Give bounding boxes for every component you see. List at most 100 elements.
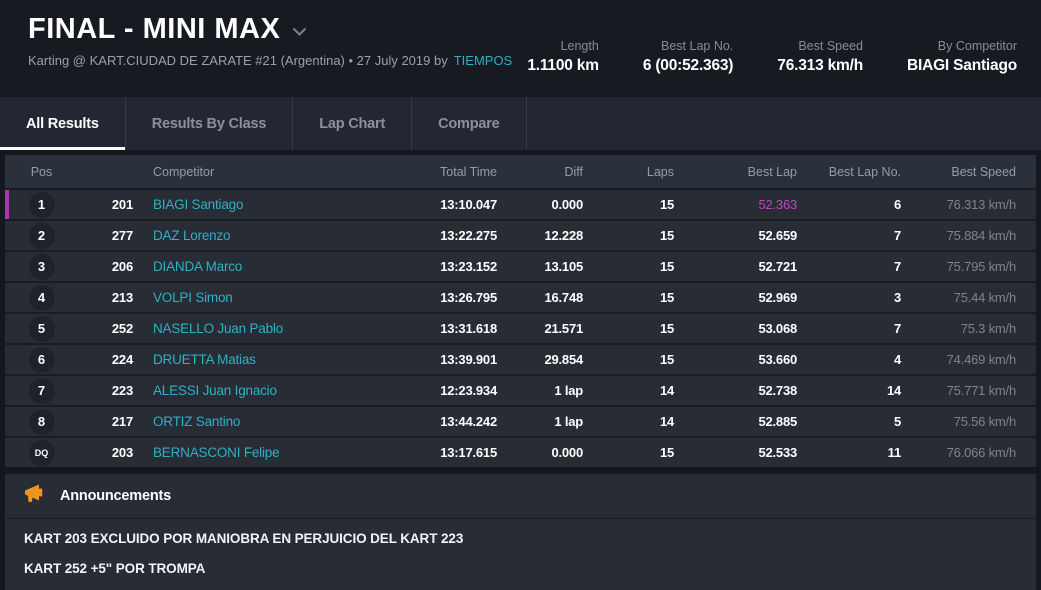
event-info: Karting @ KART.CIUDAD DE ZARATE #21 (Arg… [28,53,448,68]
kart-number: 203 [111,445,133,460]
stat-value: 6 (00:52.363) [642,56,734,74]
table-row[interactable]: 8 217 ORTIZ Santino 13:44.242 1 lap 14 5… [5,405,1036,436]
best-lap-cell: 53.660 [758,352,797,367]
best-speed-cell: 75.771 km/h [946,383,1017,398]
table-row[interactable]: 5 252 NASELLO Juan Pablo 13:31.618 21.57… [5,312,1036,343]
position-badge: 5 [28,315,55,342]
stat-label: By Competitor [937,38,1017,53]
competitor-link[interactable]: ALESSI Juan Ignacio [153,383,277,398]
best-lap-cell: 52.969 [758,290,797,305]
tab-results-by-class[interactable]: Results By Class [126,97,294,150]
competitor-link[interactable]: BIAGI Santiago [153,197,244,212]
diff-cell: 13.105 [544,259,583,274]
col-header-best-lap: Best Lap [747,164,797,179]
diff-cell: 1 lap [554,414,583,429]
best-speed-cell: 75.56 km/h [953,414,1017,429]
total-time-cell: 13:22.275 [440,228,497,243]
col-header-diff: Diff [564,164,583,179]
table-row[interactable]: 1 201 BIAGI Santiago 13:10.047 0.000 15 … [5,188,1036,219]
session-stats: Length 1.1100 km Best Lap No. 6 (00:52.3… [527,16,1017,97]
best-lap-cell: 52.533 [758,445,797,460]
stat-label: Length [560,38,599,53]
diff-cell: 21.571 [544,321,583,336]
kart-number: 201 [111,197,133,212]
diff-cell: 16.748 [544,290,583,305]
total-time-cell: 13:44.242 [440,414,497,429]
best-lap-no-cell: 7 [893,259,901,274]
stat-label: Best Lap No. [661,38,734,53]
competitor-link[interactable]: ORTIZ Santino [153,414,241,429]
timekeeper-link[interactable]: TIEMPOS [453,53,513,68]
table-row[interactable]: 6 224 DRUETTA Matias 13:39.901 29.854 15… [5,343,1036,374]
best-lap-cell: 52.885 [758,414,797,429]
results-tabbar: All Results Results By Class Lap Chart C… [0,97,1041,150]
position-badge: 8 [28,408,55,435]
stat-value: 1.1100 km [527,56,599,74]
best-speed-cell: 76.066 km/h [946,445,1017,460]
laps-cell: 14 [659,414,674,429]
tab-all-results[interactable]: All Results [0,97,126,150]
chevron-down-icon[interactable] [292,24,307,42]
col-header-laps: Laps [646,164,674,179]
competitor-link[interactable]: BERNASCONI Felipe [153,445,280,460]
laps-cell: 15 [659,197,674,212]
competitor-link[interactable]: DIANDA Marco [153,259,243,274]
best-lap-cell: 52.363 [758,197,797,212]
announcement-text: KART 252 +5" POR TROMPA [24,561,206,576]
position-badge: DQ [28,439,55,466]
laps-cell: 15 [659,321,674,336]
best-lap-no-cell: 7 [893,321,901,336]
diff-cell: 0.000 [551,197,583,212]
announcement-text: KART 203 EXCLUIDO POR MANIOBRA EN PERJUI… [24,531,464,546]
position-badge: 7 [28,377,55,404]
table-header-row: Pos Competitor Total Time Diff Laps Best… [5,155,1036,188]
best-speed-cell: 75.795 km/h [946,259,1017,274]
col-header-pos: Pos [30,164,53,179]
session-selector[interactable]: FINAL - MINI MAX [28,13,512,46]
announcements-header: Announcements [5,474,1036,519]
table-row[interactable]: 7 223 ALESSI Juan Ignacio 12:23.934 1 la… [5,374,1036,405]
total-time-cell: 13:10.047 [440,197,497,212]
laps-cell: 15 [659,259,674,274]
tab-lap-chart[interactable]: Lap Chart [293,97,413,150]
kart-number: 213 [111,290,133,305]
best-lap-cell: 52.659 [758,228,797,243]
stat-length: Length 1.1100 km [527,38,599,75]
table-body: 1 201 BIAGI Santiago 13:10.047 0.000 15 … [5,188,1036,467]
page-title: FINAL - MINI MAX [28,13,281,45]
competitor-link[interactable]: DAZ Lorenzo [153,228,231,243]
best-speed-cell: 74.469 km/h [946,352,1017,367]
diff-cell: 29.854 [544,352,583,367]
table-row[interactable]: DQ 203 BERNASCONI Felipe 13:17.615 0.000… [5,436,1036,467]
competitor-link[interactable]: NASELLO Juan Pablo [153,321,283,336]
stat-label: Best Speed [798,38,863,53]
table-row[interactable]: 4 213 VOLPI Simon 13:26.795 16.748 15 52… [5,281,1036,312]
kart-number: 206 [111,259,133,274]
announcements-title: Announcements [60,488,171,504]
results-table: Pos Competitor Total Time Diff Laps Best… [5,155,1036,467]
best-lap-cell: 52.721 [758,259,797,274]
best-speed-cell: 76.313 km/h [946,197,1017,212]
tab-compare[interactable]: Compare [412,97,527,150]
best-speed-cell: 75.884 km/h [946,228,1017,243]
table-row[interactable]: 2 277 DAZ Lorenzo 13:22.275 12.228 15 52… [5,219,1036,250]
best-speed-cell: 75.44 km/h [953,290,1017,305]
announcements-panel: Announcements KART 203 EXCLUIDO POR MANI… [5,474,1036,590]
best-lap-no-cell: 5 [893,414,901,429]
diff-cell: 0.000 [551,445,583,460]
competitor-link[interactable]: DRUETTA Matias [153,352,256,367]
stat-value: 76.313 km/h [777,56,863,74]
table-row[interactable]: 3 206 DIANDA Marco 13:23.152 13.105 15 5… [5,250,1036,281]
best-speed-cell: 75.3 km/h [960,321,1016,336]
total-time-cell: 13:26.795 [440,290,497,305]
kart-number: 217 [111,414,133,429]
diff-cell: 12.228 [544,228,583,243]
laps-cell: 15 [659,290,674,305]
kart-number: 277 [111,228,133,243]
competitor-link[interactable]: VOLPI Simon [153,290,233,305]
total-time-cell: 13:31.618 [440,321,497,336]
laps-cell: 15 [659,445,674,460]
position-badge: 6 [28,346,55,373]
best-lap-no-cell: 14 [886,383,901,398]
megaphone-icon [24,484,46,508]
